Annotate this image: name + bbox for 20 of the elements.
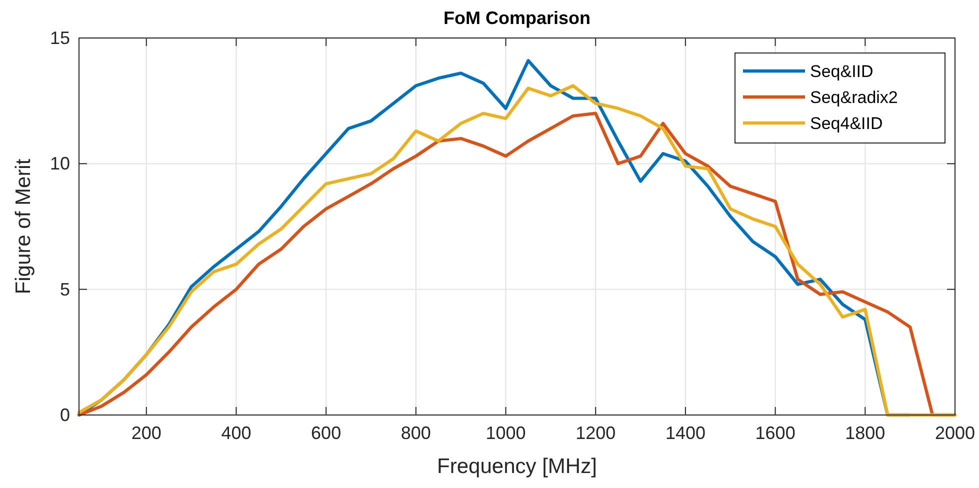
x-tick-label: 1800 [845, 423, 886, 443]
x-tick-label: 1000 [486, 423, 526, 443]
y-tick-label: 0 [60, 405, 70, 425]
x-tick-label: 1400 [665, 423, 706, 443]
legend-label: Seq&radix2 [810, 88, 898, 107]
y-axis-title: Figure of Merit [12, 158, 35, 294]
y-tick-label: 5 [60, 279, 70, 300]
x-tick-label: 1200 [576, 423, 616, 443]
x-tick-label: 2000 [934, 423, 976, 443]
x-tick-label: 800 [400, 423, 431, 443]
x-tick-label: 200 [131, 423, 162, 443]
x-axis-title: Frequency [MHz] [437, 455, 597, 478]
y-tick-label: 10 [50, 154, 70, 174]
legend-label: Seq&IID [810, 62, 874, 81]
chart-title: FoM Comparison [444, 8, 590, 28]
x-tick-label: 600 [311, 423, 342, 443]
x-tick-label: 1600 [755, 423, 796, 443]
y-tick-label: 15 [50, 28, 70, 48]
x-tick-label: 400 [221, 423, 252, 443]
legend-label: Seq4&IID [810, 114, 883, 133]
